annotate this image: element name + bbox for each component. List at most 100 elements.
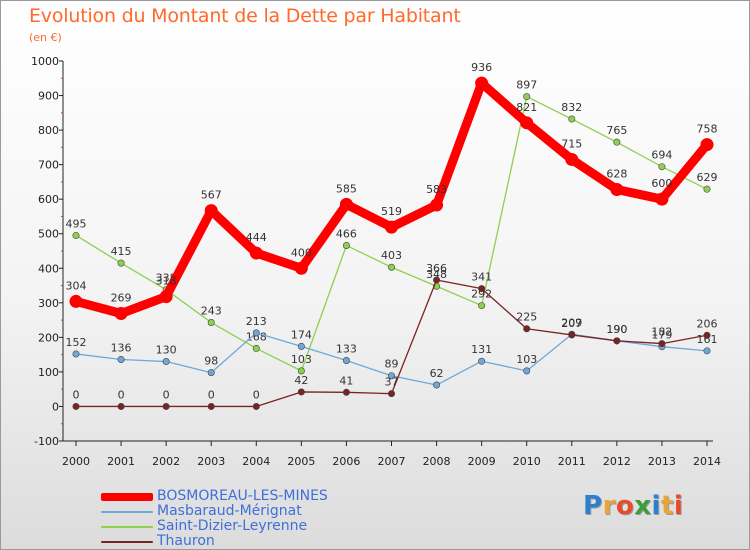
data-point — [520, 116, 534, 130]
data-label: 936 — [471, 61, 492, 74]
data-point — [478, 285, 486, 293]
data-point — [658, 163, 666, 171]
data-point — [613, 337, 621, 345]
data-point — [523, 93, 531, 101]
x-tick-label: 2007 — [378, 455, 406, 468]
data-point — [72, 402, 80, 410]
x-tick-label: 2013 — [648, 455, 676, 468]
data-label: 897 — [516, 79, 537, 92]
data-label: 0 — [208, 388, 215, 401]
data-label: 269 — [111, 292, 132, 305]
data-label: 400 — [291, 246, 312, 259]
y-tick-label: -100 — [34, 435, 59, 448]
legend-swatch-masbaraud — [101, 510, 153, 513]
chart-subtitle: (en €) — [29, 31, 62, 44]
data-point — [207, 402, 215, 410]
data-label: 136 — [111, 341, 132, 354]
data-point — [703, 331, 711, 339]
data-point — [159, 290, 173, 304]
data-label: 519 — [381, 205, 402, 218]
x-tick-label: 2010 — [513, 455, 541, 468]
y-tick-label: 1000 — [31, 55, 59, 68]
data-point — [613, 138, 621, 146]
data-label: 103 — [291, 353, 312, 366]
x-tick-label: 2009 — [468, 455, 496, 468]
data-label: 37 — [385, 376, 399, 389]
data-point — [339, 197, 353, 211]
data-point — [342, 388, 350, 396]
data-point — [294, 261, 308, 275]
logo-letter: i — [651, 491, 661, 521]
data-label: 444 — [246, 231, 267, 244]
data-point — [207, 369, 215, 377]
y-tick-label: 500 — [38, 228, 59, 241]
data-label: 62 — [430, 367, 444, 380]
x-tick-label: 2000 — [62, 455, 90, 468]
data-label: 182 — [651, 326, 672, 339]
logo-letter: r — [602, 491, 616, 521]
data-point — [114, 307, 128, 321]
y-tick-label: 100 — [38, 366, 59, 379]
data-point — [385, 220, 398, 234]
data-label: 583 — [426, 183, 447, 196]
data-label: 694 — [651, 149, 672, 162]
data-point — [297, 388, 305, 396]
data-point — [565, 152, 579, 166]
data-label: 832 — [561, 101, 582, 114]
data-label: 495 — [66, 217, 87, 230]
data-point — [568, 115, 576, 123]
data-point — [610, 183, 624, 197]
data-point — [387, 263, 395, 271]
data-point — [568, 331, 576, 339]
data-label: 42 — [294, 374, 308, 387]
data-label: 213 — [246, 315, 267, 328]
x-tick-label: 2003 — [197, 455, 225, 468]
data-label: 207 — [561, 317, 582, 330]
data-point — [523, 367, 531, 375]
data-label: 103 — [516, 353, 537, 366]
data-point — [703, 185, 711, 193]
series-thauron: 0 0 0 0 0 42 41 37 366 341 225 207 190 182 206 — [73, 262, 718, 410]
legend-swatch-saint-dizier — [101, 525, 153, 528]
data-label: 415 — [111, 245, 132, 258]
data-point — [297, 342, 305, 350]
data-label: 0 — [253, 388, 260, 401]
legend-label-thauron: Thauron — [157, 533, 215, 549]
data-point — [655, 192, 669, 206]
data-point — [700, 138, 714, 152]
x-tick-label: 2004 — [242, 455, 270, 468]
data-label: 366 — [426, 262, 447, 275]
x-tick-label: 2011 — [558, 455, 586, 468]
data-label: 89 — [385, 358, 399, 371]
logo-letter: x — [634, 491, 652, 521]
data-point — [387, 372, 395, 380]
data-label: 758 — [697, 123, 718, 136]
y-tick-label: 600 — [38, 193, 59, 206]
x-tick-label: 2014 — [693, 455, 721, 468]
data-point — [433, 276, 441, 284]
legend-item-thauron: Thauron — [101, 534, 328, 549]
data-point — [433, 381, 441, 389]
data-label: 179 — [651, 329, 672, 342]
data-label: 821 — [516, 101, 537, 114]
data-label: 585 — [336, 182, 357, 195]
data-point — [204, 204, 218, 218]
data-point — [72, 231, 80, 239]
data-label: 348 — [426, 268, 447, 281]
data-point — [478, 357, 486, 365]
data-label: 152 — [66, 336, 87, 349]
data-label: 600 — [651, 177, 672, 190]
data-point — [207, 319, 215, 327]
data-point — [523, 325, 531, 333]
x-tick-label: 2002 — [152, 455, 180, 468]
data-label: 206 — [697, 317, 718, 330]
data-label: 98 — [204, 355, 218, 368]
data-label: 174 — [291, 328, 312, 341]
data-point — [72, 350, 80, 358]
data-label: 304 — [66, 279, 87, 292]
y-tick-label: 800 — [38, 124, 59, 137]
data-point — [162, 402, 170, 410]
logo-letter: t — [660, 491, 674, 521]
legend-item-saint-dizier: Saint-Dizier-Leyrenne — [101, 519, 328, 534]
